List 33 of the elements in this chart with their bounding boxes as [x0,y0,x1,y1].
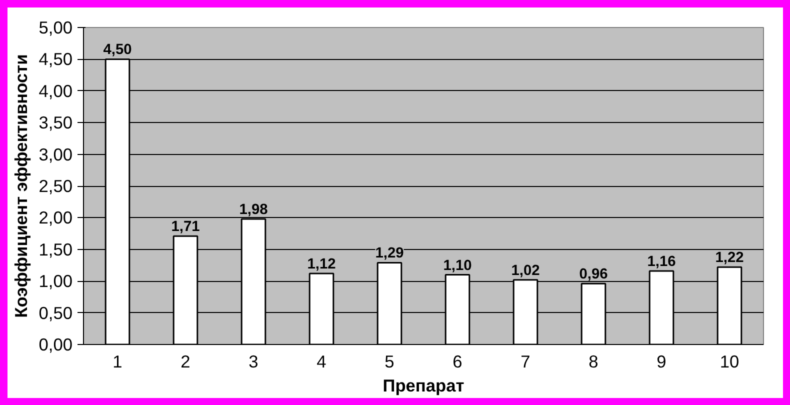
x-tick-label: 8 [588,352,598,372]
x-tick-label: 1 [112,352,122,372]
y-tick-label: 3,50 [38,112,73,133]
data-label: 1,12 [307,256,336,272]
y-tick-label: 0,50 [38,302,73,323]
x-tick-label: 10 [720,352,740,372]
x-tick-label: 3 [248,352,258,372]
data-label: 1,02 [511,262,540,279]
data-label: 1,22 [715,250,744,266]
y-tick-label: 5,00 [38,18,73,38]
x-tick-label: 9 [656,352,666,372]
y-tick-label: 3,00 [38,144,73,164]
y-axis-title: Коэффициент эффективности [10,54,31,318]
data-label: 1,10 [443,258,472,274]
data-label: 4,50 [103,42,132,58]
x-tick-label: 5 [384,352,394,372]
data-label: 1,29 [375,246,404,262]
y-tick-label: 1,00 [38,271,73,292]
data-label: 1,71 [171,219,200,236]
y-tick-label: 2,00 [38,208,73,228]
x-tick-label: 7 [520,352,530,372]
y-tick-label: 4,00 [38,80,73,101]
y-tick-label: 1,50 [38,239,73,260]
x-axis-title: Препарат [382,376,464,396]
x-tick-label: 4 [316,352,327,372]
data-label: 1,98 [239,202,268,218]
x-tick-label: 6 [452,352,462,372]
y-tick-label: 2,50 [38,176,73,196]
data-label: 0,96 [579,266,608,283]
data-label: 1,16 [647,254,676,270]
x-tick-label: 2 [180,352,190,372]
y-tick-label: 0,00 [38,334,73,354]
y-tick-label: 4,50 [38,49,73,70]
